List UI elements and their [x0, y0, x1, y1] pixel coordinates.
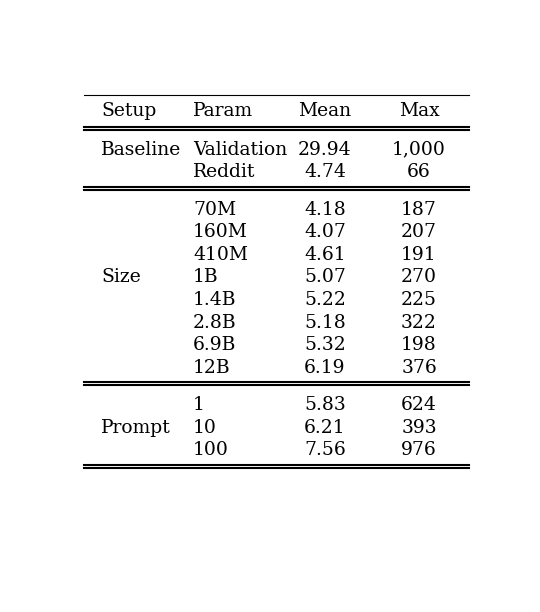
- Text: 4.07: 4.07: [304, 223, 346, 241]
- Text: 198: 198: [401, 337, 437, 354]
- Text: 1,000: 1,000: [392, 141, 446, 159]
- Text: Prompt: Prompt: [101, 419, 171, 437]
- Text: Mean: Mean: [298, 102, 352, 120]
- Text: 5.07: 5.07: [304, 269, 346, 286]
- Text: 4.74: 4.74: [304, 163, 346, 181]
- Text: 376: 376: [401, 359, 437, 377]
- Text: 5.18: 5.18: [304, 314, 346, 332]
- Text: 187: 187: [401, 201, 437, 218]
- Text: 7.56: 7.56: [304, 441, 346, 460]
- Text: 976: 976: [401, 441, 437, 460]
- Text: 70M: 70M: [193, 201, 236, 218]
- Text: Validation: Validation: [193, 141, 287, 159]
- Text: 1.4B: 1.4B: [193, 291, 237, 309]
- Text: Param: Param: [193, 102, 253, 120]
- Text: 322: 322: [401, 314, 437, 332]
- Text: 1B: 1B: [193, 269, 219, 286]
- Text: 5.32: 5.32: [304, 337, 346, 354]
- Text: 10: 10: [193, 419, 217, 437]
- Text: 6.19: 6.19: [304, 359, 346, 377]
- Text: 100: 100: [193, 441, 229, 460]
- Text: 5.22: 5.22: [304, 291, 346, 309]
- Text: 1: 1: [193, 396, 205, 414]
- Text: 6.21: 6.21: [304, 419, 346, 437]
- Text: 2.8B: 2.8B: [193, 314, 237, 332]
- Text: Setup: Setup: [101, 102, 157, 120]
- Text: 5.83: 5.83: [304, 396, 346, 414]
- Text: 160M: 160M: [193, 223, 248, 241]
- Text: 6.9B: 6.9B: [193, 337, 237, 354]
- Text: Max: Max: [399, 102, 440, 120]
- Text: 410M: 410M: [193, 246, 248, 264]
- Text: 207: 207: [401, 223, 437, 241]
- Text: 66: 66: [407, 163, 431, 181]
- Text: Size: Size: [101, 269, 141, 286]
- Text: 4.61: 4.61: [304, 246, 346, 264]
- Text: 29.94: 29.94: [298, 141, 352, 159]
- Text: 4.18: 4.18: [304, 201, 346, 218]
- Text: Reddit: Reddit: [193, 163, 255, 181]
- Text: 624: 624: [401, 396, 437, 414]
- Text: Baseline: Baseline: [101, 141, 181, 159]
- Text: 191: 191: [401, 246, 437, 264]
- Text: 393: 393: [401, 419, 437, 437]
- Text: 225: 225: [401, 291, 437, 309]
- Text: 12B: 12B: [193, 359, 231, 377]
- Text: 270: 270: [401, 269, 437, 286]
